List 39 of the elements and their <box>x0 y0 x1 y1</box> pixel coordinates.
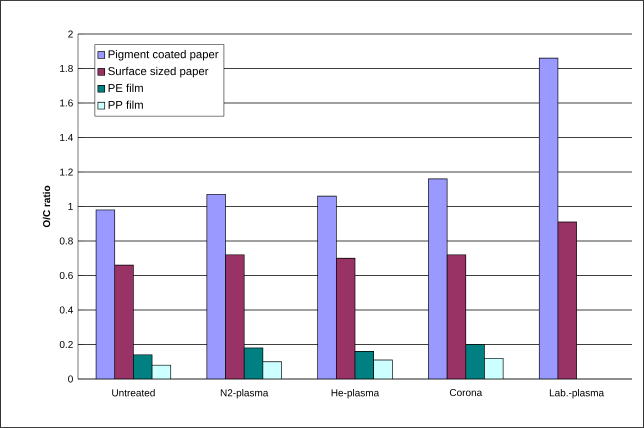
y-tick-label: 0 <box>68 375 73 383</box>
y-tick-label: 1.2 <box>60 168 73 176</box>
y-tick-label: 1 <box>68 203 73 210</box>
bar <box>133 354 152 379</box>
bar <box>262 361 282 379</box>
y-axis-title: O/C ratio <box>42 186 50 228</box>
y-tick-label: 0.2 <box>60 340 73 348</box>
bar <box>465 344 485 379</box>
bar <box>114 264 134 379</box>
y-tick-label: 2 <box>68 30 73 38</box>
y-tick-label: 1.4 <box>60 134 73 141</box>
bar <box>558 222 577 379</box>
bar <box>484 358 504 379</box>
bar <box>373 360 393 379</box>
bar <box>538 58 558 379</box>
bar <box>152 365 171 379</box>
bar <box>336 258 356 379</box>
x-tick-label: N2-plasma <box>220 389 268 398</box>
bar <box>317 196 337 379</box>
x-tick-label: Lab.-plasma <box>550 389 604 398</box>
y-tick-label: 0.6 <box>60 272 73 280</box>
bar <box>354 351 374 379</box>
legend-label: Surface sized paper <box>108 66 208 78</box>
legend-label: Pigment coated paper <box>108 50 218 60</box>
bar <box>446 254 466 379</box>
y-tick-label: 1.8 <box>60 64 73 72</box>
x-tick-label: Untreated <box>112 389 155 396</box>
legend-label: PP film <box>108 100 143 109</box>
bar <box>244 348 264 379</box>
y-tick-label: 0.8 <box>60 237 73 245</box>
bar <box>428 178 448 379</box>
x-tick-label: He-plasma <box>332 389 380 398</box>
bar <box>96 210 116 379</box>
y-tick-label: 1.6 <box>60 99 73 107</box>
x-tick-label: Corona <box>450 389 482 396</box>
y-tick-label: 0.4 <box>60 306 73 314</box>
bar <box>206 194 226 379</box>
bar <box>225 254 245 379</box>
legend-label: PE film <box>108 84 143 92</box>
